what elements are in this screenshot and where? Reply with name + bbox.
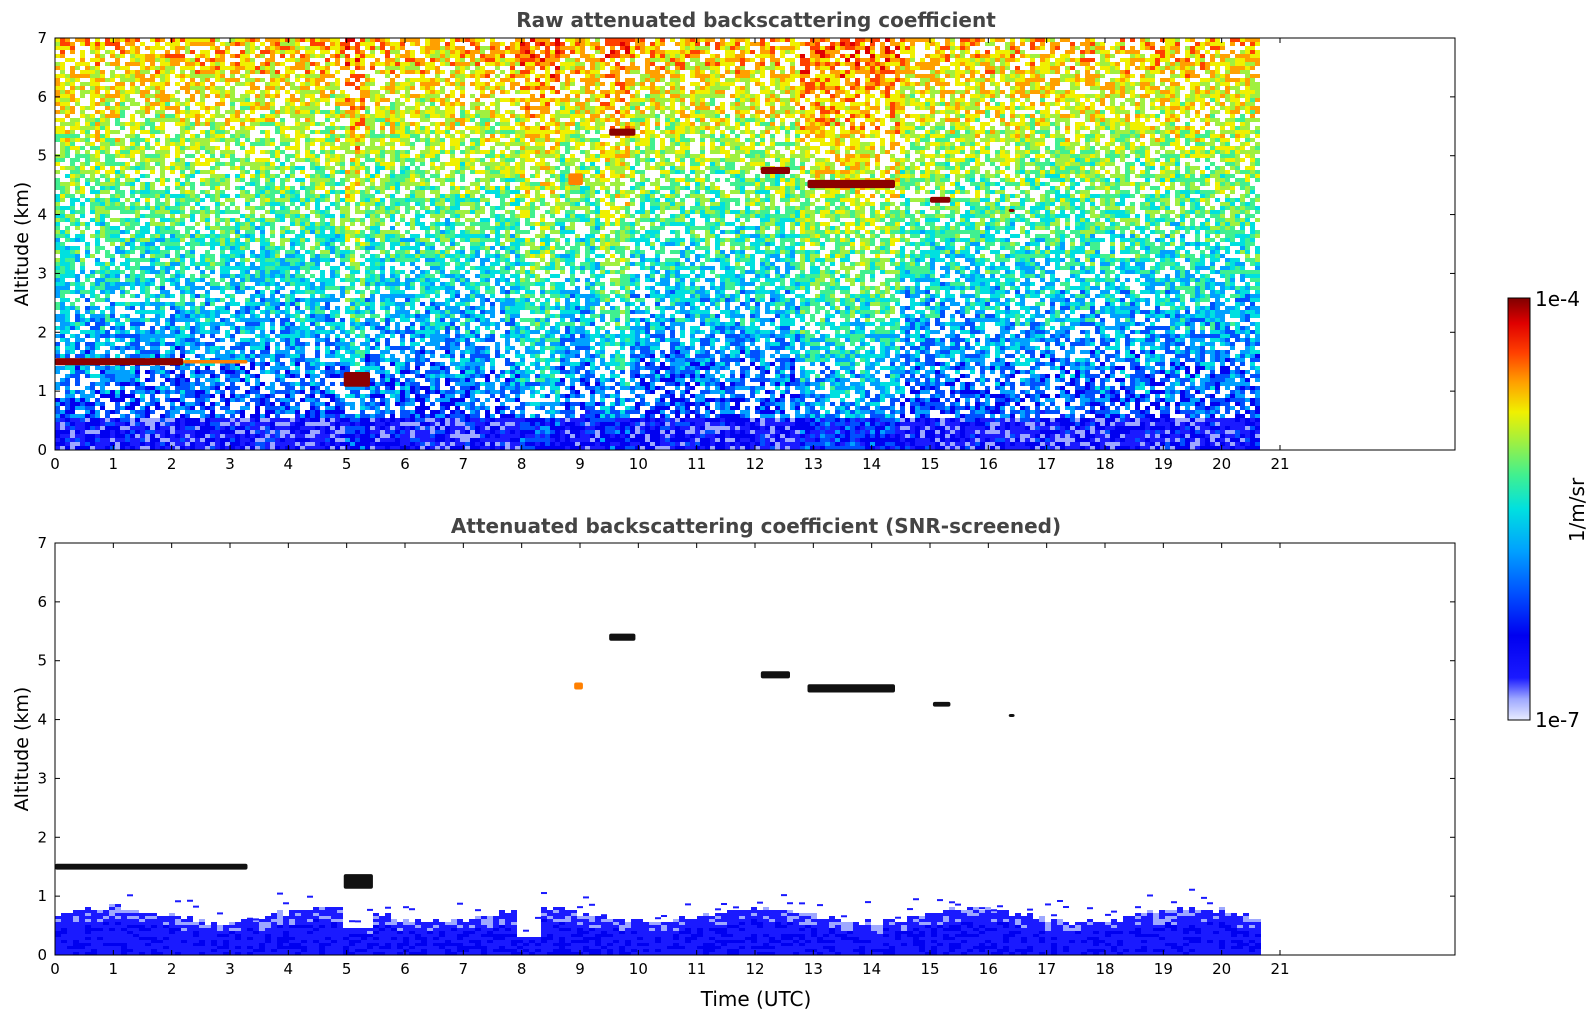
y-tick-label: 2	[37, 323, 47, 341]
x-tick-label: 8	[517, 455, 527, 473]
x-tick-label: 15	[920, 960, 939, 978]
x-tick-label: 4	[284, 455, 294, 473]
x-tick-label: 19	[1154, 960, 1173, 978]
y-tick-label: 0	[37, 441, 47, 459]
x-tick-label: 8	[517, 960, 527, 978]
panel-raw-ylabel: Altitude (km)	[11, 182, 33, 307]
x-tick-label: 12	[745, 960, 764, 978]
x-tick-label: 3	[225, 960, 235, 978]
y-tick-label: 4	[37, 711, 47, 729]
y-tick-label: 1	[37, 382, 47, 400]
x-tick-label: 19	[1154, 455, 1173, 473]
x-tick-label: 6	[400, 455, 410, 473]
x-tick-label: 13	[804, 455, 823, 473]
y-tick-label: 0	[37, 946, 47, 964]
y-tick-label: 2	[37, 828, 47, 846]
x-tick-label: 4	[284, 960, 294, 978]
x-tick-label: 6	[400, 960, 410, 978]
panel-screened-xticks: 0 1 2 3 4 5 6 7 8 9 10 11 12 13 14 15 16 17 18 19 20 21	[50, 543, 1289, 978]
x-tick-label: 2	[167, 455, 177, 473]
y-tick-label: 5	[37, 147, 47, 165]
panel-screened-ylabel: Altitude (km)	[11, 687, 33, 812]
x-tick-label: 1	[109, 960, 119, 978]
colorbar-unit-label: 1/m/sr	[1565, 477, 1589, 542]
panel-raw-title: Raw attenuated backscattering coefficien…	[516, 8, 996, 32]
x-tick-label: 17	[1037, 960, 1056, 978]
x-tick-label: 18	[1095, 455, 1114, 473]
x-tick-label: 1	[109, 455, 119, 473]
x-tick-label: 5	[342, 960, 352, 978]
panel-screened-heatmap	[55, 634, 1261, 955]
x-tick-label: 16	[979, 960, 998, 978]
y-tick-label: 3	[37, 264, 47, 282]
x-tick-label: 12	[745, 455, 764, 473]
x-tick-label: 15	[920, 455, 939, 473]
y-tick-label: 7	[37, 534, 47, 552]
colorbar: 1e-4 1e-7 1/m/sr	[1508, 287, 1589, 732]
panel-screened-frame	[55, 543, 1455, 955]
y-tick-label: 5	[37, 652, 47, 670]
x-tick-label: 21	[1270, 455, 1289, 473]
x-tick-label: 11	[687, 960, 706, 978]
x-tick-label: 9	[575, 455, 585, 473]
x-tick-label: 3	[225, 455, 235, 473]
x-tick-label: 10	[629, 960, 648, 978]
x-tick-label: 7	[459, 960, 469, 978]
y-tick-label: 6	[37, 593, 47, 611]
x-tick-label: 20	[1212, 960, 1231, 978]
x-tick-label: 14	[862, 455, 881, 473]
y-tick-label: 4	[37, 206, 47, 224]
colorbar-gradient	[1508, 298, 1530, 720]
x-tick-label: 0	[50, 960, 60, 978]
colorbar-max-label: 1e-4	[1535, 287, 1580, 311]
y-tick-label: 1	[37, 887, 47, 905]
y-tick-label: 3	[37, 769, 47, 787]
x-tick-label: 20	[1212, 455, 1231, 473]
y-tick-label: 6	[37, 88, 47, 106]
panel-screened-yticks: 0 1 2 3 4 5 6 7	[37, 534, 1455, 964]
x-tick-label: 21	[1270, 960, 1289, 978]
x-tick-label: 10	[629, 455, 648, 473]
x-tick-label: 9	[575, 960, 585, 978]
x-tick-label: 5	[342, 455, 352, 473]
x-tick-label: 17	[1037, 455, 1056, 473]
panel-screened: Attenuated backscattering coefficient (S…	[11, 514, 1455, 1011]
panel-screened-xlabel: Time (UTC)	[700, 987, 812, 1011]
x-tick-label: 0	[50, 455, 60, 473]
panel-raw-heatmap	[55, 38, 1260, 450]
colorbar-min-label: 1e-7	[1535, 708, 1580, 732]
y-tick-label: 7	[37, 29, 47, 47]
panel-raw: Raw attenuated backscattering coefficien…	[11, 8, 1455, 473]
panel-screened-title: Attenuated backscattering coefficient (S…	[451, 514, 1061, 538]
x-tick-label: 11	[687, 455, 706, 473]
x-tick-label: 18	[1095, 960, 1114, 978]
x-tick-label: 7	[459, 455, 469, 473]
x-tick-label: 16	[979, 455, 998, 473]
x-tick-label: 2	[167, 960, 177, 978]
x-tick-label: 13	[804, 960, 823, 978]
x-tick-label: 14	[862, 960, 881, 978]
